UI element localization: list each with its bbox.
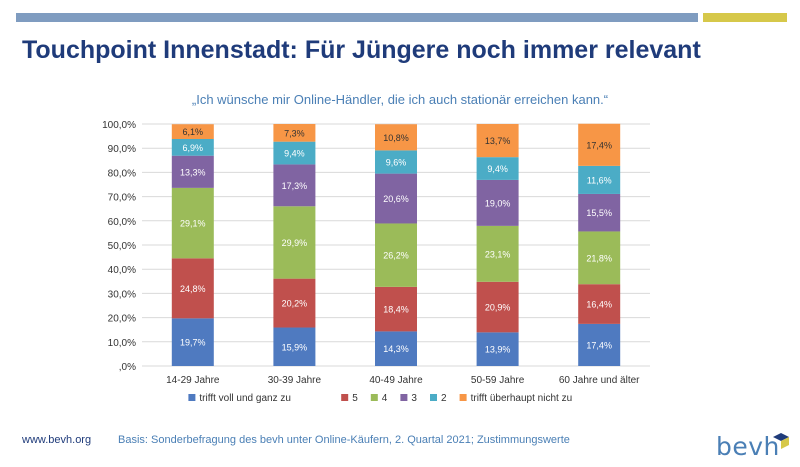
data-label: 17,4% (586, 140, 612, 150)
y-tick-label: 80,0% (108, 168, 136, 179)
bar-segment (273, 124, 316, 142)
data-label: 6,9% (183, 143, 204, 153)
data-label: 20,9% (485, 303, 511, 313)
bar-segment (375, 286, 417, 332)
data-label: 13,9% (485, 345, 511, 355)
bar-segment (476, 124, 519, 158)
y-tick-label: 20,0% (108, 314, 136, 325)
data-label: 17,3% (282, 181, 308, 191)
data-label: 7,3% (284, 128, 305, 138)
bar-segment (578, 284, 621, 324)
data-label: 10,8% (383, 133, 409, 143)
legend-entry: 3 (411, 393, 417, 404)
legend-swatch (430, 394, 437, 401)
legend-swatch (341, 394, 349, 401)
y-tick-label: 90,0% (108, 144, 136, 155)
data-label: 9,4% (487, 164, 508, 174)
bar-segment (578, 165, 621, 194)
data-label: 18,4% (383, 305, 409, 315)
bar-segment (171, 139, 214, 156)
data-label: 9,4% (284, 149, 305, 159)
bar-segment (476, 332, 519, 366)
bar-segment (476, 281, 519, 333)
bar-segment (273, 141, 316, 165)
footer-url[interactable]: www.bevh.org (22, 434, 92, 446)
data-label: 13,3% (180, 167, 206, 177)
x-tick-label: 60 Jahre und älter (559, 375, 640, 386)
bar-segment (273, 164, 316, 207)
data-label: 14,3% (383, 344, 409, 354)
bar-segment (375, 331, 417, 366)
x-tick-label: 14-29 Jahre (166, 375, 220, 386)
data-label: 26,2% (383, 251, 409, 261)
bar-segment (476, 179, 519, 226)
bar-segment (273, 206, 316, 279)
bar-segment (171, 318, 214, 366)
y-tick-label: 60,0% (108, 217, 136, 228)
y-tick-label: 40,0% (108, 265, 136, 276)
data-label: 19,0% (485, 198, 511, 208)
data-label: 13,7% (485, 136, 511, 146)
bar-segment (273, 278, 316, 328)
data-label: 20,2% (282, 299, 308, 309)
bar-segment (476, 225, 519, 282)
data-label: 21,8% (586, 253, 612, 263)
bar-segment (171, 124, 214, 140)
bar-segment (578, 193, 621, 232)
data-label: 6,1% (183, 127, 204, 137)
data-label: 29,9% (282, 238, 308, 248)
header-accent-bar-gold (703, 13, 787, 22)
bar-segment (171, 187, 214, 259)
x-tick-label: 50-59 Jahre (471, 375, 525, 386)
legend-swatch (370, 394, 378, 401)
data-label: 16,4% (586, 300, 612, 310)
bevh-logo: bevh (716, 432, 780, 461)
footer-basis-note: Basis: Sonderbefragung des bevh unter On… (118, 434, 570, 446)
bar-segment (375, 150, 417, 174)
y-tick-label: 70,0% (108, 193, 136, 204)
legend-entry: trifft überhaupt nicht zu (471, 393, 573, 404)
data-label: 17,4% (586, 340, 612, 350)
legend-swatch (400, 394, 408, 401)
bar-segment (171, 155, 214, 188)
bar-segment (578, 231, 621, 285)
data-label: 29,1% (180, 219, 206, 229)
page-title: Touchpoint Innenstadt: Für Jüngere noch … (22, 36, 701, 64)
legend-entry: 5 (352, 393, 358, 404)
x-tick-label: 30-39 Jahre (268, 375, 322, 386)
legend-entry: 2 (441, 393, 447, 404)
bar-segment (578, 123, 621, 166)
data-label: 19,7% (180, 338, 206, 348)
data-label: 9,6% (386, 157, 407, 167)
y-tick-label: 100,0% (102, 120, 136, 131)
data-label: 20,6% (383, 194, 409, 204)
data-label: 11,6% (587, 175, 612, 185)
legend-swatch (459, 394, 467, 401)
y-tick-label: 30,0% (108, 289, 136, 300)
data-label: 23,1% (485, 249, 511, 259)
y-tick-label: 50,0% (108, 241, 136, 252)
legend-swatch (188, 394, 196, 401)
chart-subtitle: „Ich wünsche mir Online-Händler, die ich… (191, 92, 609, 107)
data-label: 15,9% (282, 342, 308, 352)
logo-mark-icon (773, 433, 789, 449)
bar-segment (578, 323, 621, 366)
x-tick-label: 40-49 Jahre (369, 375, 423, 386)
y-tick-label: 10,0% (108, 338, 136, 349)
data-label: 24,8% (180, 284, 206, 294)
legend-entry: trifft voll und ganz zu (199, 393, 291, 404)
bar-segment (375, 223, 417, 287)
data-label: 15,5% (586, 208, 612, 218)
bar-segment (171, 258, 214, 319)
bar-segment (476, 157, 519, 180)
header-accent-bar (16, 13, 698, 22)
bar-segment (375, 124, 417, 151)
y-tick-label: ,0% (119, 362, 136, 373)
bar-segment (375, 173, 417, 224)
legend-entry: 4 (382, 393, 388, 404)
bar-segment (273, 327, 316, 366)
